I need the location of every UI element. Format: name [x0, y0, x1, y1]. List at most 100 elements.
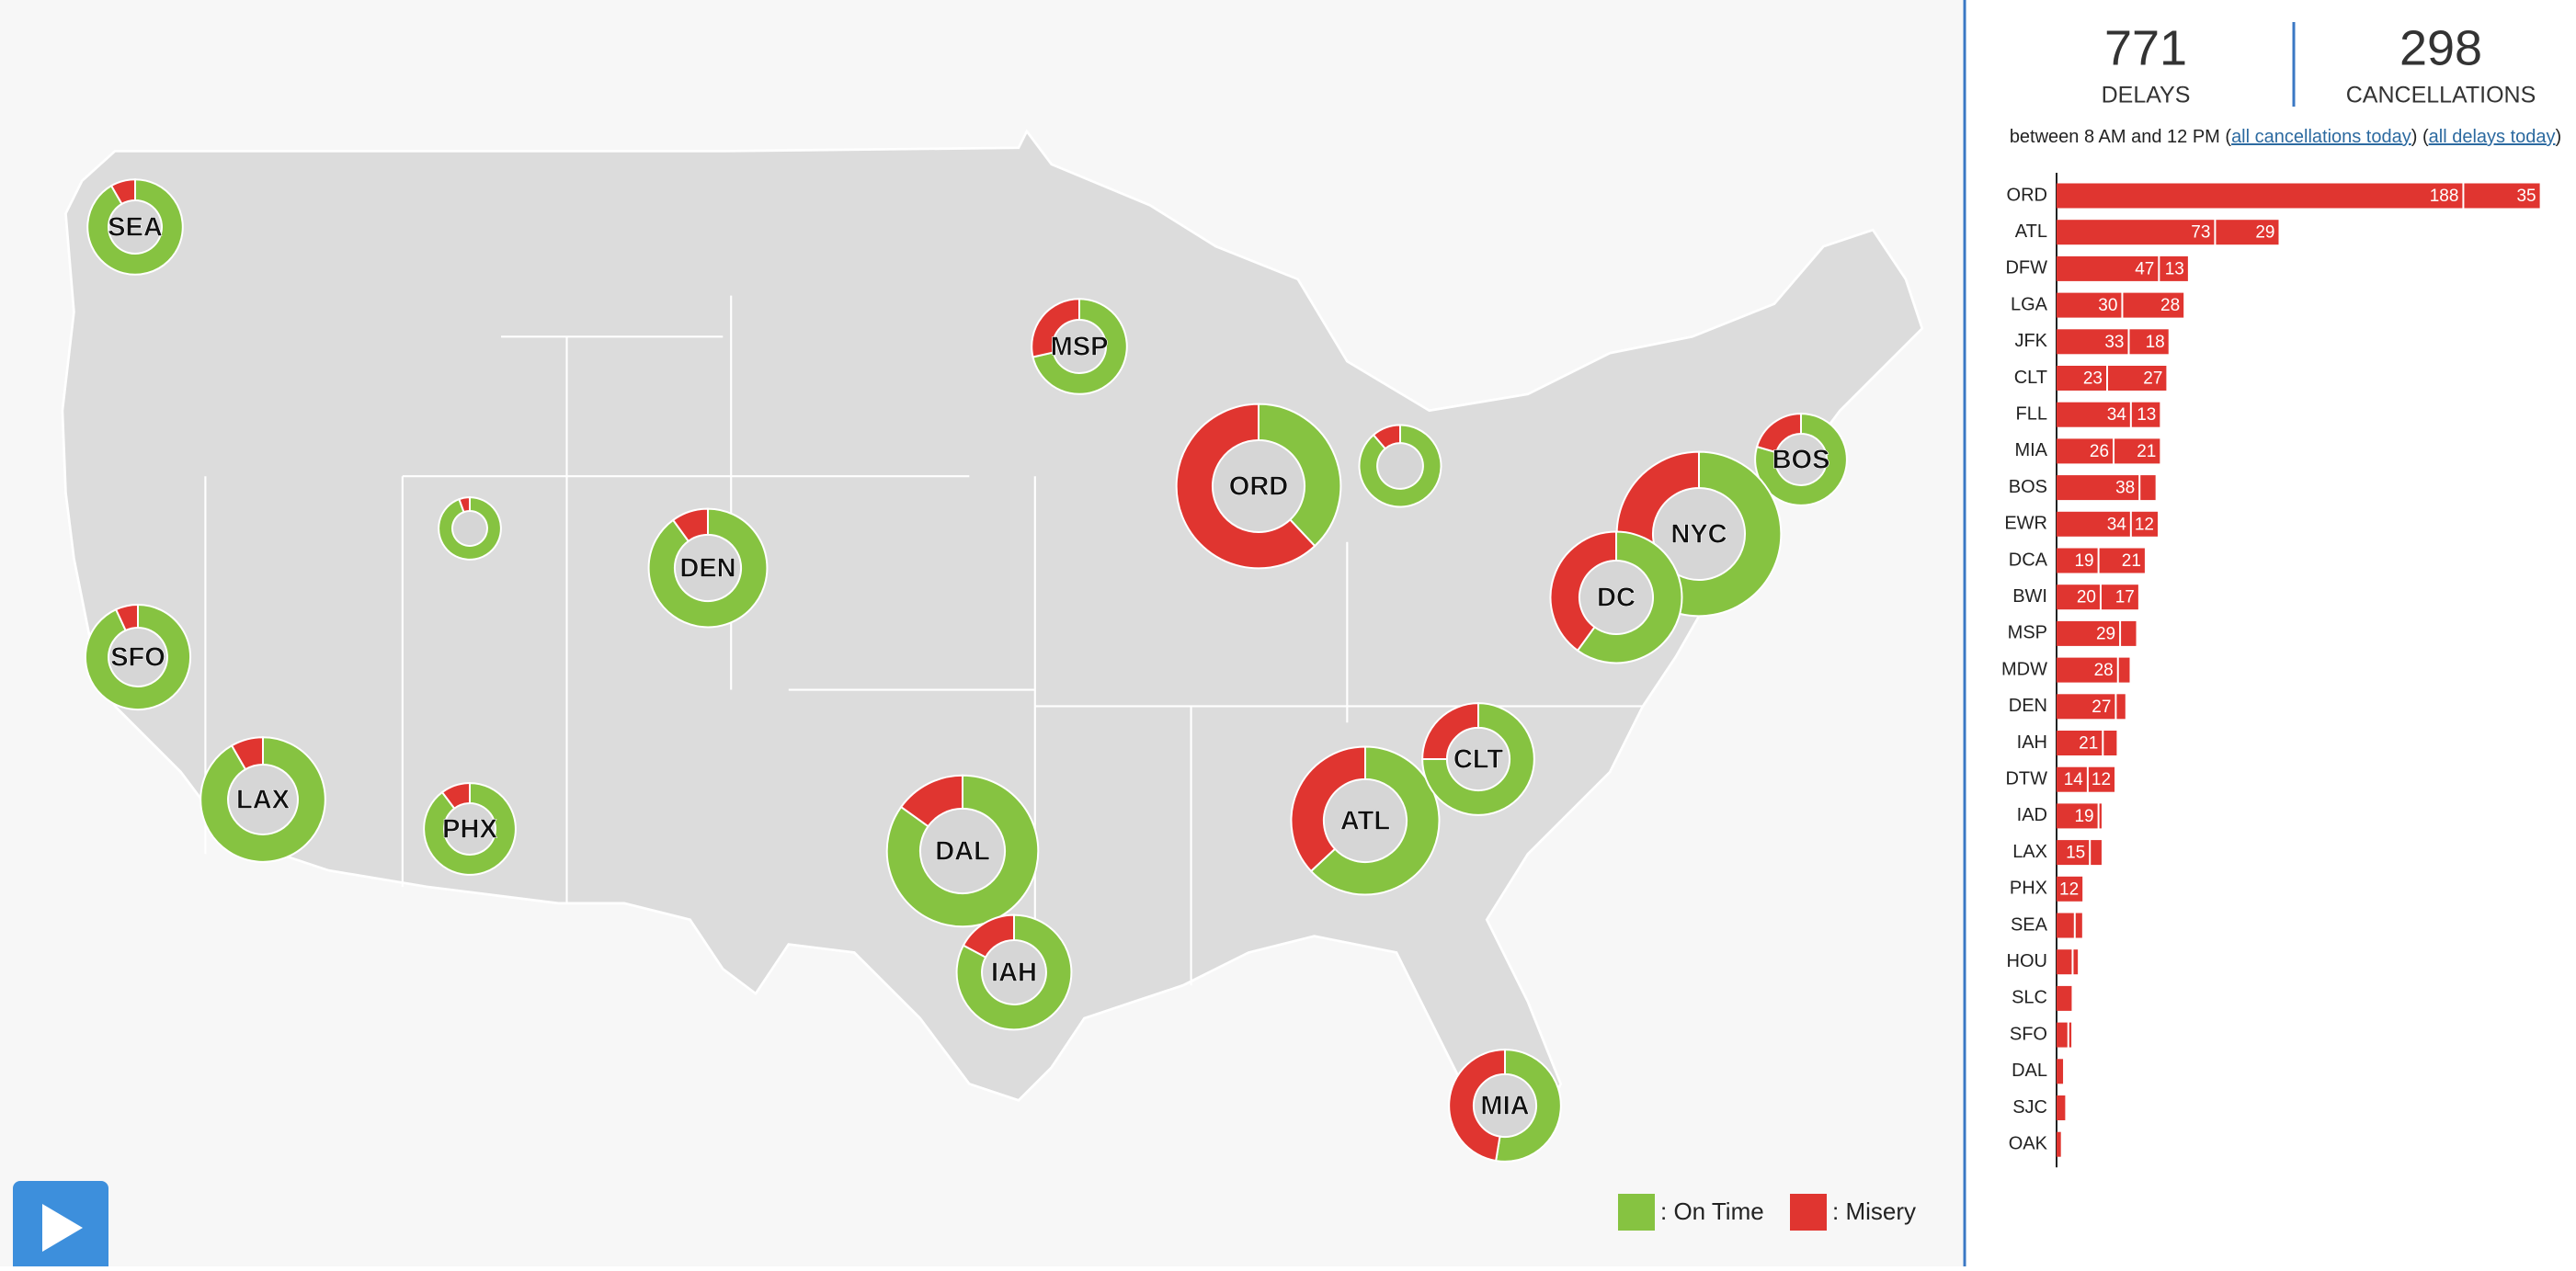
airport-label: MIA [1480, 1092, 1529, 1121]
airport-name: OAK [2009, 1133, 2048, 1153]
airport-name: MSP [2008, 623, 2047, 643]
legend-swatch-misery [1790, 1194, 1827, 1231]
cancellation-value: 17 [2115, 588, 2135, 607]
cancellation-bar [2101, 584, 2138, 610]
on-time-segment [85, 603, 191, 711]
cancellation-bar [2099, 803, 2102, 829]
airport-label: DEN [679, 554, 735, 584]
delay-bar [2057, 694, 2115, 720]
delay-bar [2057, 657, 2117, 683]
on-time-segment [1032, 298, 1128, 395]
delay-value: 21 [2079, 734, 2098, 754]
cancellation-bar [2131, 402, 2160, 427]
airport-label: ATL [1340, 807, 1390, 836]
misery-segment [1549, 530, 1617, 653]
on-time-segment [199, 736, 326, 863]
airport-label: DC [1597, 584, 1636, 613]
on-time-segment [1258, 403, 1342, 548]
delay-bar [2057, 985, 2072, 1011]
cancellation-bar [2075, 913, 2082, 938]
cancellation-bar [2091, 840, 2102, 866]
cancellation-bar [2108, 366, 2167, 391]
misery-segment [1755, 413, 1802, 454]
cancellation-bar [2140, 475, 2156, 501]
delay-value: 15 [2066, 844, 2085, 863]
donut-hole [108, 200, 162, 254]
play-button[interactable] [13, 1181, 108, 1271]
on-time-segment [955, 914, 1073, 1031]
airport-label: SFO [110, 643, 165, 673]
delay-bar [2057, 475, 2139, 501]
delay-value: 188 [2430, 187, 2459, 206]
misery-segment [1421, 702, 1479, 760]
delay-value: 29 [2096, 624, 2115, 643]
delays-label: DELAYS [2102, 83, 2191, 108]
cancellation-bar [2464, 183, 2540, 209]
donut-hole [1446, 727, 1510, 791]
on-time-segment [1754, 413, 1848, 506]
misery-segment [458, 496, 471, 514]
airport-label: CLT [1453, 745, 1504, 775]
on-time-segment [1358, 424, 1442, 508]
cancellations-link[interactable]: all cancellations today [2231, 127, 2411, 147]
cancellation-bar [2216, 220, 2279, 245]
delay-bar [2057, 402, 2130, 427]
delay-value: 23 [2083, 369, 2103, 389]
misery-segment [671, 507, 709, 543]
donut-hole [919, 808, 1006, 894]
on-time-segment [1495, 1049, 1562, 1163]
cancellation-value: 27 [2143, 369, 2162, 389]
cancellation-value: 13 [2165, 259, 2184, 278]
delay-bar [2057, 840, 2090, 866]
misery-segment [962, 914, 1015, 959]
airport-label: NYC [1670, 520, 1727, 550]
airport-label: ORD [1229, 472, 1288, 502]
legend-swatch-on-time [1618, 1194, 1655, 1231]
on-time-segment [885, 774, 1040, 928]
cancellation-value: 21 [2122, 551, 2141, 571]
airport-label: MSP [1051, 333, 1109, 362]
period-text: between 8 AM and 12 PM ( [2010, 127, 2232, 147]
cancellation-bar [2118, 657, 2130, 683]
delay-bar [2057, 511, 2130, 537]
airport-name: EWR [2004, 514, 2047, 534]
airport-name: LAX [2012, 842, 2047, 862]
airport-name: SLC [2012, 988, 2047, 1008]
play-icon[interactable] [42, 1204, 83, 1252]
bar-chart: ORD 188 35 ATL 73 29 DFW 47 13 LGA 30 28 JFK 33 18 CLT 2… [2001, 173, 2540, 1168]
delay-value: 33 [2104, 333, 2124, 352]
donut-hole [108, 628, 167, 687]
delay-bar [2057, 292, 2122, 318]
delay-value: 26 [2090, 442, 2109, 461]
delay-value: 12 [2059, 879, 2079, 899]
airport-name: DCA [2009, 550, 2048, 570]
legend: : On Time: Misery [1618, 1194, 1916, 1231]
delays-link[interactable]: all delays today [2429, 127, 2556, 147]
misery-segment [109, 178, 136, 206]
cancellation-bar [2114, 438, 2160, 464]
period-separator: ) ( [2411, 127, 2429, 147]
airport-name: JFK [2014, 331, 2047, 351]
legend-misery: : Misery [1832, 1197, 1916, 1225]
donut-hole [1579, 560, 1654, 635]
airport-name: CLT [2014, 368, 2047, 388]
airport-name: PHX [2010, 879, 2047, 899]
cancellation-value: 21 [2137, 442, 2156, 461]
delay-bar [2057, 1131, 2061, 1157]
delay-bar [2057, 584, 2100, 610]
delay-value: 38 [2115, 479, 2135, 498]
cancellation-bar [2123, 292, 2184, 318]
delay-value: 34 [2107, 405, 2127, 425]
delay-bar [2057, 876, 2083, 902]
airport-label: IAH [991, 959, 1037, 988]
delay-value: 28 [2094, 661, 2114, 680]
airport-name: MIA [2014, 440, 2047, 460]
airport-name: DAL [2012, 1061, 2047, 1081]
cancellation-bar [2103, 731, 2117, 755]
delay-bar [2057, 183, 2463, 209]
period-end: ) [2556, 127, 2562, 147]
cancellation-bar [2129, 329, 2169, 355]
delay-bar [2057, 731, 2103, 755]
delay-bar [2057, 438, 2114, 464]
donut-hole [452, 511, 487, 546]
